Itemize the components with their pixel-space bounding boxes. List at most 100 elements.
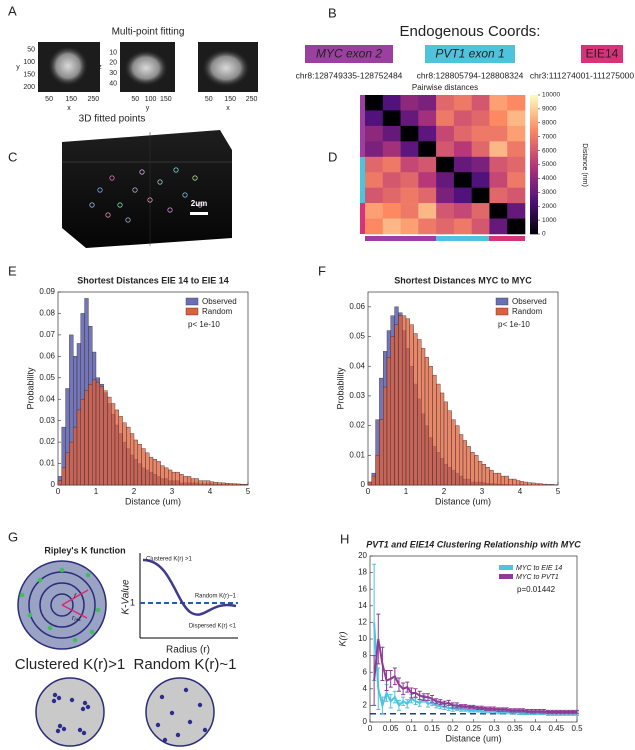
x-tick-label: 0 <box>368 724 373 733</box>
heatmap-cell <box>400 125 419 142</box>
colorbar-segment <box>530 113 538 117</box>
panel-label: A <box>8 3 17 18</box>
ripley-diagram <box>17 553 238 747</box>
heatmap-cell <box>418 125 437 142</box>
y-axis-label: Probability <box>335 367 345 410</box>
colorbar-tick-label: 0 <box>542 231 546 238</box>
heatmap-cell <box>453 172 472 188</box>
y-tick-label: 0.02 <box>349 421 365 430</box>
locus-name: PVT1 exon 1 <box>435 47 504 61</box>
legend-swatch <box>499 574 513 579</box>
histogram-bar <box>141 448 146 486</box>
group-strips <box>360 95 525 241</box>
legend-swatch <box>185 297 199 306</box>
y-tick-label: 0.05 <box>349 332 365 341</box>
heatmap-cell <box>489 156 508 173</box>
x-tick-label: 3 <box>480 487 485 496</box>
heatmap-cell <box>489 110 508 127</box>
colorbar-segment <box>530 150 538 154</box>
heatmap-cell <box>471 141 490 158</box>
annotation: p=0.01442 <box>517 585 556 594</box>
histogram-bar <box>447 410 452 486</box>
heatmap-cell <box>471 187 490 204</box>
heatmap-cell <box>382 125 401 142</box>
histogram-bar <box>394 324 399 486</box>
histogram-bar <box>133 439 138 486</box>
histogram-bar <box>371 475 376 486</box>
y-tick-label: 0 <box>361 480 366 489</box>
colorbar-segment <box>530 132 538 135</box>
histogram-bar <box>417 339 422 486</box>
colorbar-segment <box>530 229 538 232</box>
colorbar-segment <box>530 101 538 105</box>
histogram-bar <box>137 444 142 486</box>
heatmap-cell <box>418 110 437 127</box>
colorbar-segment <box>530 217 538 221</box>
heatmap-cell <box>489 203 508 219</box>
histogram-bar <box>99 386 104 486</box>
histogram-bar <box>508 478 513 486</box>
x-tick-label: 0.3 <box>489 724 501 733</box>
histogram-bar <box>474 455 479 486</box>
y-tick-label: 0.06 <box>349 302 365 311</box>
x-tick-label: 0.4 <box>530 724 542 733</box>
colorbar-segment <box>530 213 538 216</box>
colorbar-segment <box>530 108 538 112</box>
locus-box <box>425 45 515 63</box>
heatmap-cell <box>418 95 437 111</box>
heatmap-cell <box>365 218 384 235</box>
heatmap-cell <box>400 156 419 173</box>
histogram-bar <box>459 434 464 486</box>
heatmap-cell <box>365 95 384 111</box>
y-tick-label: 40 <box>109 81 117 88</box>
locus-box <box>581 45 623 63</box>
y-tick-label: 0.03 <box>349 391 365 400</box>
heatmap-cell <box>453 110 472 127</box>
heatmap-cell <box>436 187 455 204</box>
y-tick-label: 0.05 <box>39 373 55 382</box>
x-tick-label: 150 <box>65 96 77 103</box>
histogram-bar <box>497 472 502 486</box>
colorbar-segment <box>530 120 538 124</box>
histogram-bar <box>493 472 498 486</box>
histogram-bar <box>367 481 372 486</box>
radius-next-label: r <box>72 615 75 622</box>
histogram-bar <box>224 483 230 486</box>
panel-label: F <box>318 263 326 278</box>
x-axis-label: Distance (um) <box>125 496 181 506</box>
x-tick-label: 0.2 <box>447 724 459 733</box>
histogram-bar <box>466 446 471 486</box>
colorbar-segment <box>530 95 538 98</box>
y-axis-label: z <box>98 64 102 71</box>
colorbar-segment <box>530 171 538 175</box>
locus-name: EIE14 <box>586 47 619 61</box>
histogram-bar <box>145 452 150 486</box>
histogram-bar <box>455 425 460 486</box>
histogram-bar <box>535 483 540 486</box>
colorbar-segment <box>530 157 538 161</box>
histogram-bar <box>164 467 169 486</box>
colorbar-tick-label: 5000 <box>542 161 557 168</box>
colorbar-label: Distance (nm) <box>581 143 588 187</box>
colorbar-segment <box>530 97 538 100</box>
colorbar-segment <box>530 173 538 177</box>
histogram-bar <box>550 484 555 486</box>
colorbar-tick-label: 4000 <box>542 175 557 182</box>
locus-coords: chr3:111274001-111275000 <box>530 70 635 80</box>
histogram-bar <box>88 384 93 486</box>
y-tick-label: 200 <box>23 84 35 91</box>
histogram-bar <box>440 392 445 486</box>
colorbar-segment <box>530 134 538 137</box>
colorbar-segment <box>530 201 538 205</box>
heatmap-cell <box>471 172 490 188</box>
colorbar-segment <box>530 159 538 163</box>
colorbar-segment <box>530 176 538 179</box>
y-tick-label: 20 <box>109 60 117 67</box>
chart-title: Shortest Distances MYC to MYC <box>394 275 532 285</box>
y-tick-label: 8 <box>363 651 368 660</box>
colorbar-segment <box>530 192 538 195</box>
histogram-bar <box>107 396 112 486</box>
histogram-bar <box>171 471 176 486</box>
radius-next-label: ri+1 <box>72 615 81 623</box>
heatmap-cell <box>507 203 526 219</box>
